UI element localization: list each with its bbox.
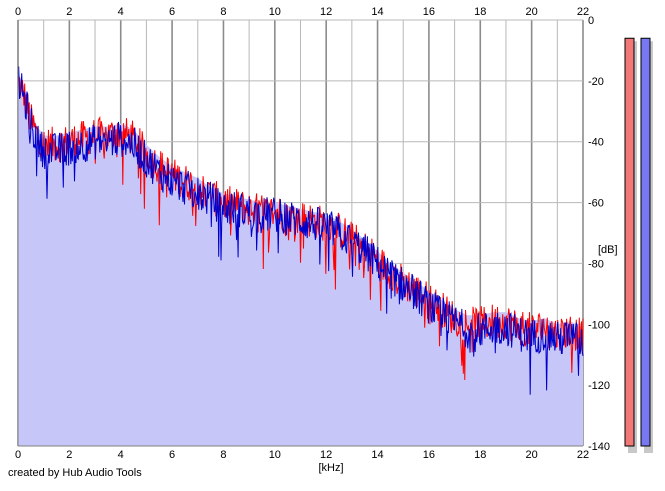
x-tick-label-top: 8: [220, 6, 226, 18]
y-tick-label: -60: [588, 198, 604, 210]
x-tick-label-top: 16: [423, 6, 435, 18]
x-tick-label-bottom: 16: [423, 449, 435, 461]
credit-text: created by Hub Audio Tools: [8, 467, 142, 479]
y-axis-label: [dB]: [598, 244, 618, 256]
x-tick-label-bottom: 22: [577, 449, 589, 461]
x-tick-label-bottom: 14: [371, 449, 383, 461]
x-tick-label-bottom: 2: [66, 449, 72, 461]
x-tick-label-bottom: 8: [220, 449, 226, 461]
x-tick-label-bottom: 18: [474, 449, 486, 461]
y-tick-label: -40: [588, 137, 604, 149]
x-tick-label-top: 22: [577, 6, 589, 18]
y-tick-label: -140: [588, 441, 610, 453]
y-tick-label: -100: [588, 319, 610, 331]
x-axis-label: [kHz]: [318, 462, 343, 474]
x-tick-label-top: 4: [118, 6, 124, 18]
series-line-right: [17, 66, 584, 395]
x-tick-label-bottom: 6: [169, 449, 175, 461]
x-tick-label-bottom: 4: [118, 449, 124, 461]
x-tick-label-bottom: 20: [526, 449, 538, 461]
x-tick-label-bottom: 12: [320, 449, 332, 461]
meter-bar-right: [640, 37, 651, 447]
series-line-left: [17, 75, 584, 381]
x-tick-label-top: 10: [269, 6, 281, 18]
y-tick-label: -120: [588, 380, 610, 392]
tick-labels: 002244668810101212141416161818202022220-…: [15, 6, 610, 461]
x-tick-label-top: 0: [15, 6, 21, 18]
x-tick-label-top: 6: [169, 6, 175, 18]
x-tick-label-bottom: 0: [15, 449, 21, 461]
x-tick-label-bottom: 10: [269, 449, 281, 461]
y-tick-label: -20: [588, 76, 604, 88]
y-tick-label: 0: [588, 15, 594, 27]
x-tick-label-top: 12: [320, 6, 332, 18]
level-meters: [624, 37, 653, 453]
x-tick-label-top: 2: [66, 6, 72, 18]
series-lines: [17, 66, 584, 395]
x-tick-label-top: 20: [526, 6, 538, 18]
x-tick-label-top: 18: [474, 6, 486, 18]
x-tick-label-top: 14: [371, 6, 383, 18]
y-tick-label: -80: [588, 258, 604, 270]
axes: [17, 20, 583, 447]
meter-bar-left: [624, 37, 635, 447]
